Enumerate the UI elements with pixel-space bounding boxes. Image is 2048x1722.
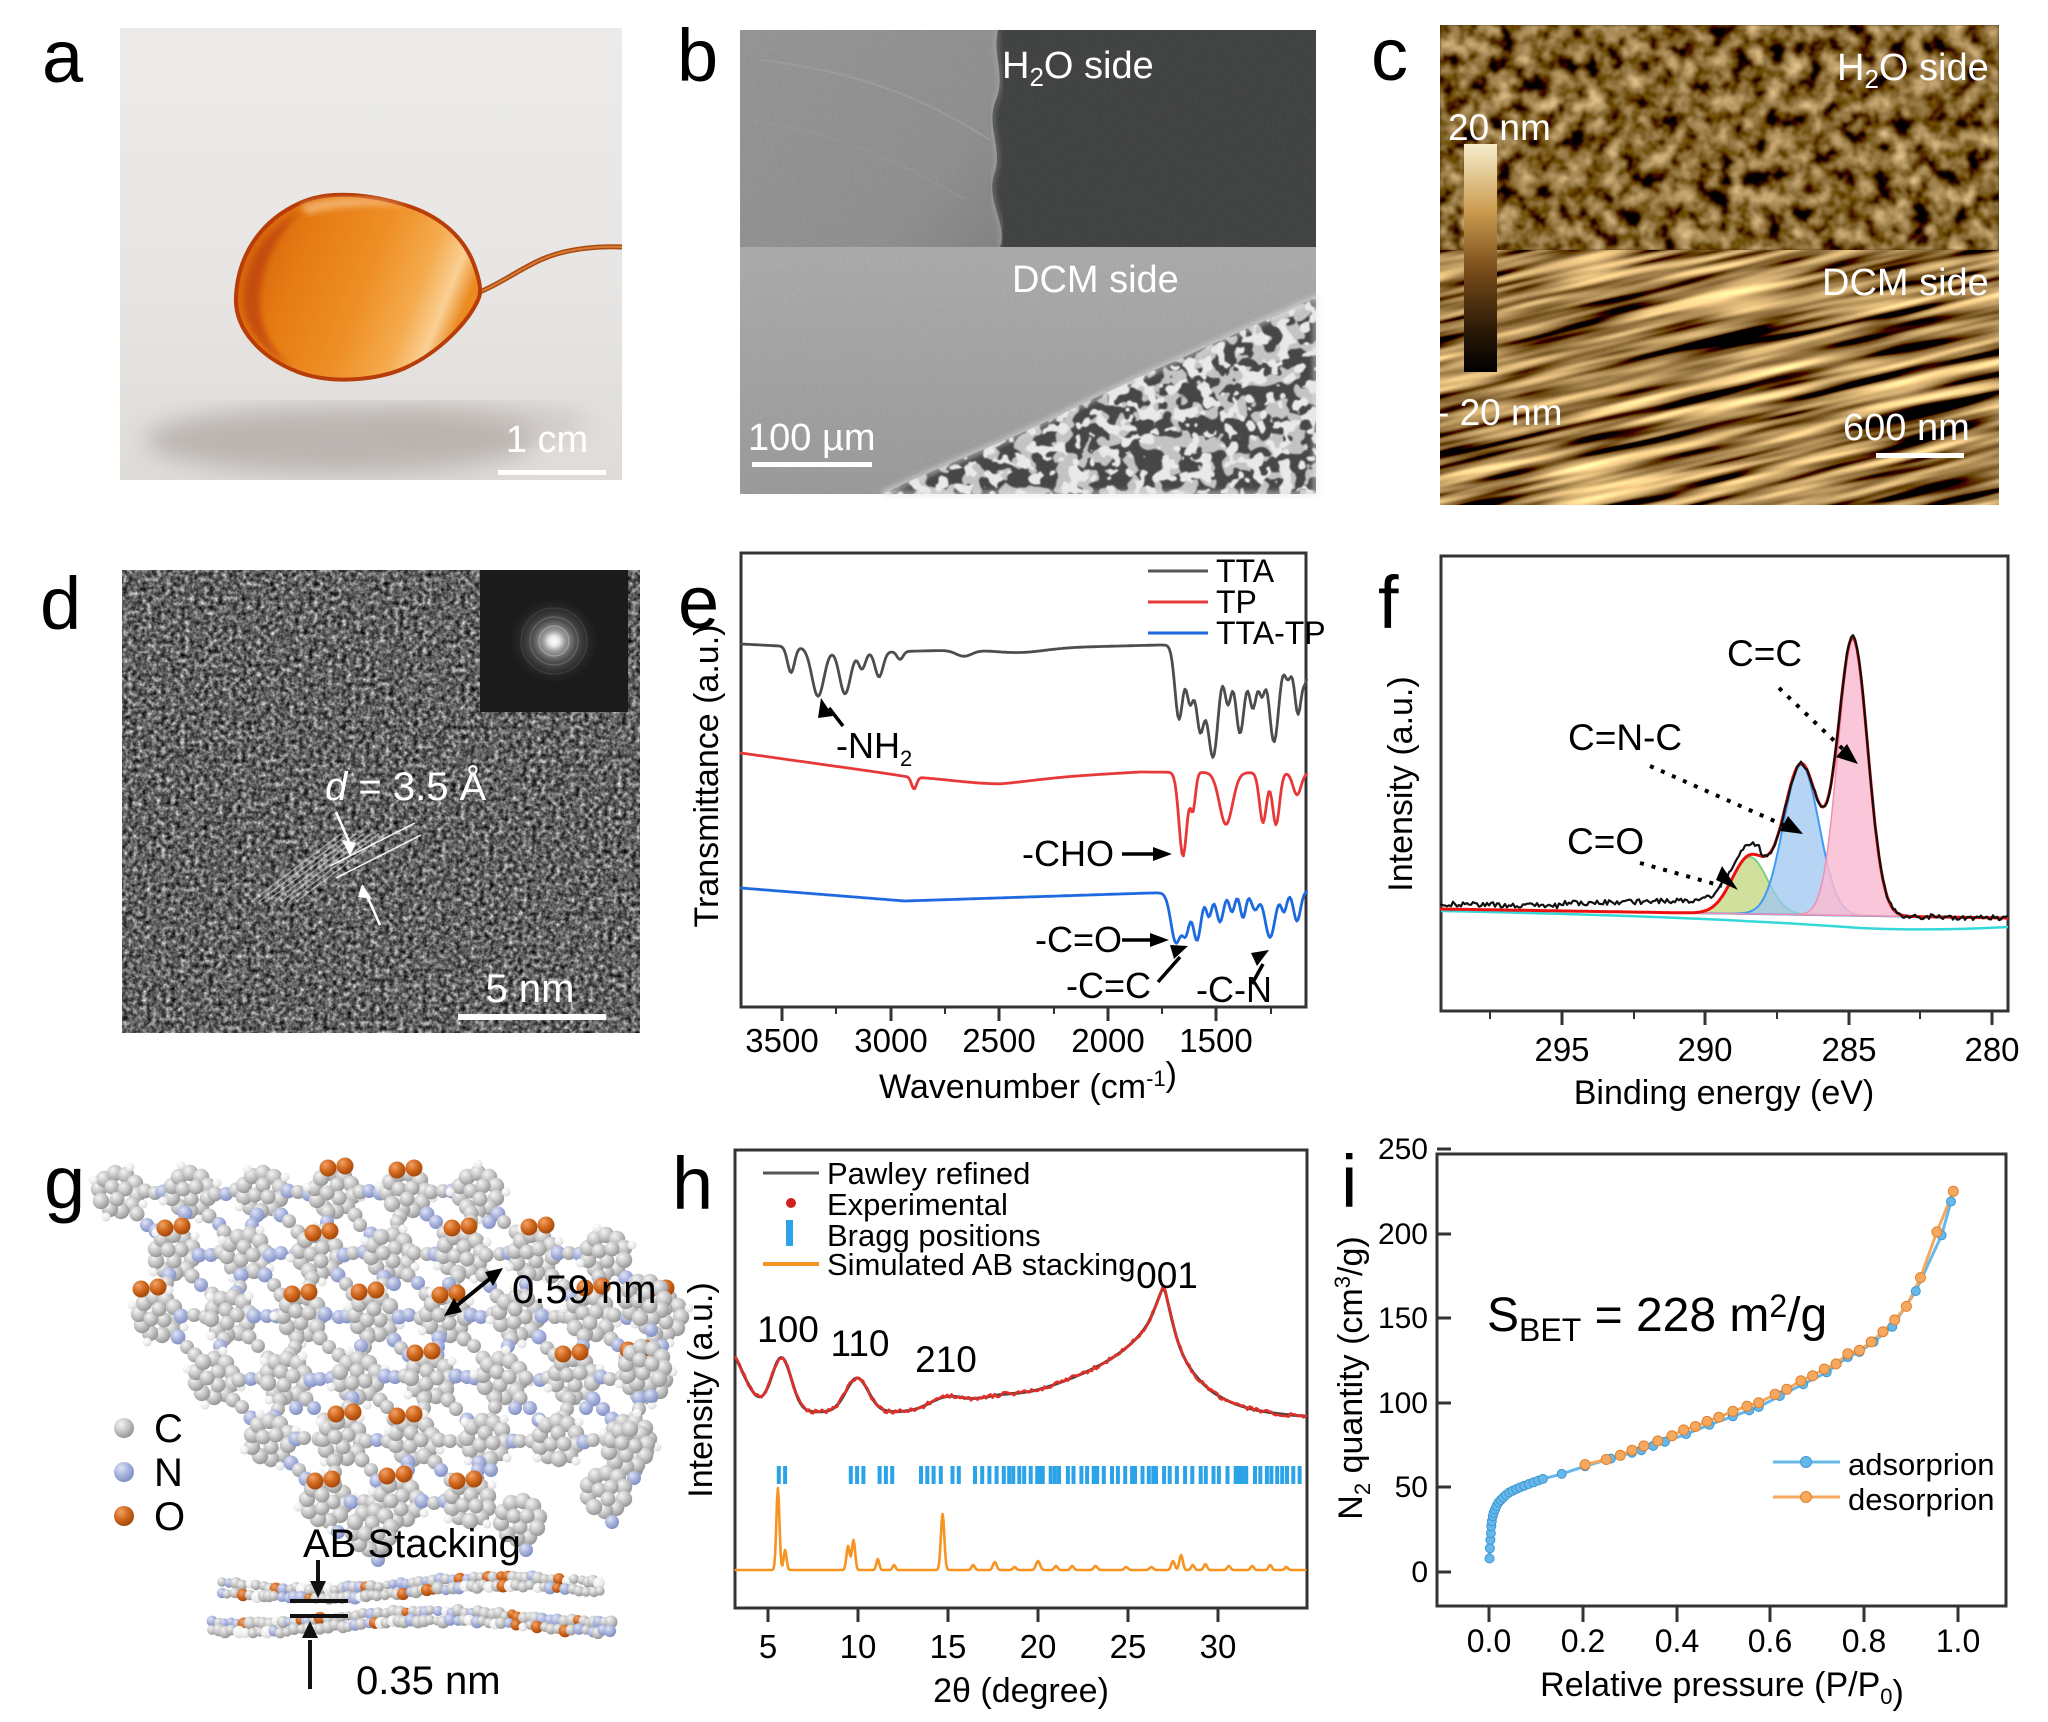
svg-text:10: 10: [840, 1628, 877, 1665]
svg-text:285: 285: [1821, 1031, 1876, 1068]
svg-text:i: i: [1341, 1140, 1357, 1223]
svg-text:100: 100: [757, 1309, 819, 1350]
svg-text:Binding energy (eV): Binding energy (eV): [1574, 1074, 1875, 1112]
svg-text:Simulated AB stacking: Simulated AB stacking: [827, 1247, 1135, 1282]
svg-text:2θ (degree): 2θ (degree): [933, 1672, 1109, 1710]
svg-text:Intensity (a.u.): Intensity (a.u.): [1382, 676, 1420, 891]
svg-text:295: 295: [1534, 1031, 1589, 1068]
svg-text:g: g: [44, 1141, 85, 1224]
svg-text:Intensity (a.u.): Intensity (a.u.): [682, 1282, 720, 1497]
svg-text:2000: 2000: [1071, 1022, 1144, 1059]
svg-text:H2O side: H2O side: [1002, 45, 1154, 92]
svg-text:0.59 nm: 0.59 nm: [512, 1268, 657, 1312]
svg-text:280: 280: [1964, 1031, 2019, 1068]
svg-text:C=O: C=O: [1567, 821, 1644, 862]
svg-text:0.0: 0.0: [1467, 1623, 1511, 1659]
svg-text:0: 0: [1411, 1556, 1428, 1589]
svg-text:100 µm: 100 µm: [748, 417, 876, 459]
svg-text:290: 290: [1677, 1031, 1732, 1068]
svg-text:e: e: [678, 561, 719, 644]
svg-text:Pawley refined: Pawley refined: [827, 1156, 1030, 1191]
svg-text:20: 20: [1020, 1628, 1057, 1665]
svg-text:0.35 nm: 0.35 nm: [356, 1659, 501, 1703]
svg-text:200: 200: [1378, 1218, 1428, 1251]
svg-text:DCM side: DCM side: [1822, 262, 1989, 304]
svg-text:50: 50: [1395, 1471, 1428, 1504]
svg-text:15: 15: [930, 1628, 967, 1665]
svg-text:AB Stacking: AB Stacking: [303, 1522, 521, 1566]
svg-text:C: C: [154, 1407, 183, 1451]
svg-text:0.2: 0.2: [1561, 1623, 1605, 1659]
svg-text:TP: TP: [1216, 584, 1257, 620]
svg-text:30: 30: [1200, 1628, 1237, 1665]
svg-text:N: N: [154, 1451, 183, 1495]
svg-text:1 cm: 1 cm: [506, 419, 588, 461]
svg-text:2500: 2500: [962, 1022, 1035, 1059]
svg-text:h: h: [672, 1142, 713, 1225]
svg-text:210: 210: [915, 1339, 977, 1380]
svg-text:110: 110: [831, 1323, 890, 1364]
svg-text:f: f: [1378, 561, 1399, 644]
svg-text:DCM side: DCM side: [1012, 259, 1179, 301]
svg-text:O: O: [154, 1495, 185, 1539]
svg-text:b: b: [677, 14, 718, 97]
svg-text:3000: 3000: [854, 1022, 927, 1059]
svg-text:Experimental: Experimental: [827, 1187, 1008, 1222]
svg-text:-C=O: -C=O: [1035, 919, 1122, 960]
svg-text:d = 3.5 Å: d = 3.5 Å: [325, 764, 487, 809]
svg-text:250: 250: [1378, 1133, 1428, 1166]
svg-text:C=C: C=C: [1727, 633, 1802, 674]
svg-text:001: 001: [1136, 1255, 1198, 1296]
svg-text:a: a: [42, 15, 84, 98]
svg-text:-C-N: -C-N: [1196, 969, 1272, 1010]
svg-text:25: 25: [1110, 1628, 1147, 1665]
svg-text:adsorprion: adsorprion: [1848, 1447, 1994, 1482]
svg-text:-NH2: -NH2: [836, 725, 912, 771]
svg-text:TTA-TP: TTA-TP: [1216, 615, 1326, 651]
svg-text:d: d: [40, 562, 81, 645]
svg-text:0.4: 0.4: [1655, 1623, 1699, 1659]
svg-text:150: 150: [1378, 1302, 1428, 1335]
svg-text:H2O side: H2O side: [1837, 47, 1989, 94]
svg-text:c: c: [1371, 13, 1408, 96]
svg-text:-C=C: -C=C: [1066, 965, 1151, 1006]
svg-text:5 nm: 5 nm: [486, 967, 575, 1011]
svg-text:3500: 3500: [745, 1022, 818, 1059]
svg-text:100: 100: [1378, 1387, 1428, 1420]
svg-text:0.6: 0.6: [1748, 1623, 1792, 1659]
svg-text:desorprion: desorprion: [1848, 1482, 1994, 1517]
svg-text:Bragg positions: Bragg positions: [827, 1218, 1041, 1253]
svg-text:20 nm: 20 nm: [1448, 107, 1551, 148]
svg-text:600 nm: 600 nm: [1843, 407, 1970, 449]
svg-text:1500: 1500: [1179, 1022, 1252, 1059]
svg-text:0.8: 0.8: [1842, 1623, 1886, 1659]
svg-text:C=N-C: C=N-C: [1568, 717, 1682, 758]
svg-text:Transmittance (a.u.): Transmittance (a.u.): [688, 625, 726, 928]
svg-text:- 20 nm: - 20 nm: [1437, 392, 1562, 433]
svg-text:1.0: 1.0: [1936, 1623, 1980, 1659]
svg-text:5: 5: [759, 1628, 777, 1665]
svg-text:TTA: TTA: [1216, 553, 1275, 589]
svg-text:-CHO: -CHO: [1022, 833, 1114, 874]
